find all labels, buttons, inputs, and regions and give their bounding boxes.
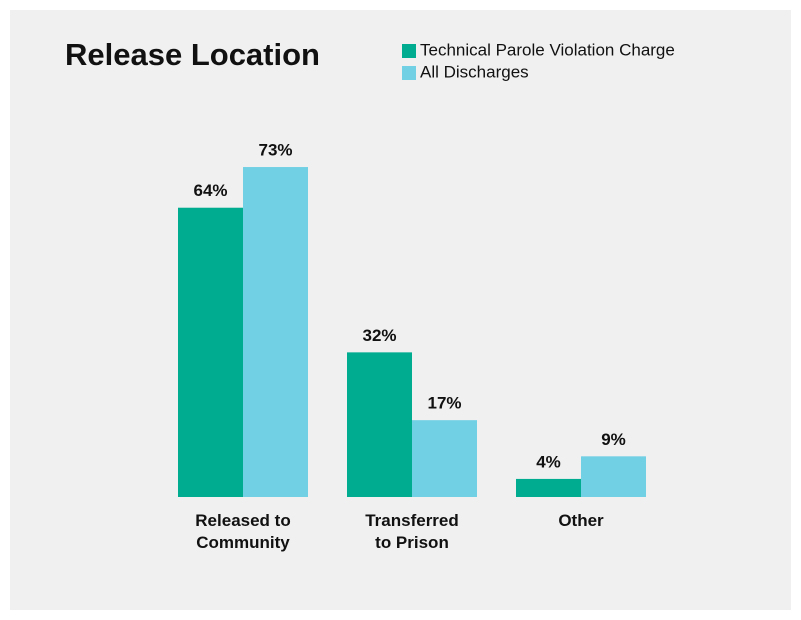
bar: [178, 207, 243, 497]
legend-swatch: [402, 66, 416, 80]
bar: [347, 352, 412, 497]
bar: [581, 456, 646, 497]
bar: [243, 167, 308, 498]
chart-title: Release Location: [65, 37, 320, 72]
legend-label: All Discharges: [420, 62, 529, 81]
background: [10, 10, 791, 610]
value-label: 32%: [362, 326, 396, 345]
bar: [412, 420, 477, 497]
value-label: 17%: [427, 394, 461, 413]
legend-swatch: [402, 44, 416, 58]
legend-label: Technical Parole Violation Charge: [420, 40, 675, 59]
value-label: 73%: [258, 141, 292, 160]
value-label: 4%: [536, 452, 561, 471]
value-label: 9%: [601, 430, 626, 449]
value-label: 64%: [193, 181, 227, 200]
bar: [516, 478, 581, 497]
x-tick-label: Released to Community: [195, 511, 291, 552]
x-tick-label: Transferred to Prison: [365, 511, 459, 552]
x-tick-label: Other: [558, 511, 604, 530]
